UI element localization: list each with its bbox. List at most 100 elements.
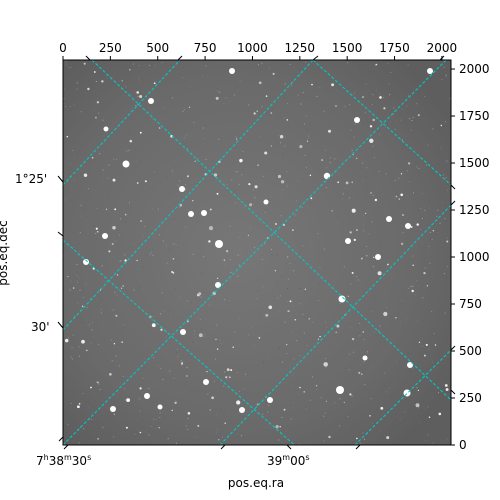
star — [140, 220, 142, 222]
noise-speckle — [133, 63, 134, 65]
star — [103, 126, 109, 132]
noise-speckle — [207, 393, 209, 395]
noise-speckle — [225, 97, 227, 99]
noise-speckle — [440, 146, 442, 148]
star — [247, 234, 250, 236]
noise-speckle — [445, 121, 446, 123]
noise-speckle — [422, 345, 424, 347]
noise-speckle — [135, 174, 136, 176]
star — [355, 229, 358, 231]
world-tick-mark — [57, 321, 64, 329]
noise-speckle — [101, 265, 103, 267]
noise-speckle — [243, 388, 245, 390]
star — [157, 404, 163, 410]
noise-speckle — [294, 227, 296, 229]
noise-speckle — [209, 304, 210, 306]
noise-speckle — [79, 277, 81, 279]
noise-speckle — [315, 347, 317, 349]
noise-speckle — [401, 139, 403, 141]
noise-speckle — [144, 226, 146, 227]
star — [83, 62, 86, 65]
noise-speckle — [113, 436, 115, 438]
star — [160, 328, 163, 331]
star — [418, 341, 421, 343]
star — [416, 223, 419, 226]
noise-speckle — [377, 217, 379, 219]
noise-speckle — [403, 72, 405, 74]
noise-speckle — [416, 166, 418, 168]
noise-speckle — [423, 355, 425, 357]
star — [209, 208, 212, 211]
y-tick-label: 1000 — [459, 250, 490, 264]
noise-speckle — [104, 194, 106, 196]
star — [343, 401, 345, 404]
noise-speckle — [406, 170, 408, 172]
noise-speckle — [186, 148, 188, 150]
noise-speckle — [218, 350, 220, 352]
noise-speckle — [287, 278, 289, 280]
noise-speckle — [220, 342, 222, 344]
noise-speckle — [439, 222, 441, 224]
noise-speckle — [292, 219, 294, 221]
noise-speckle — [405, 178, 407, 180]
star — [283, 408, 286, 411]
noise-speckle — [204, 334, 206, 336]
noise-speckle — [133, 195, 134, 196]
world-tick-mark — [177, 55, 183, 61]
noise-speckle — [381, 207, 383, 209]
noise-speckle — [327, 190, 329, 192]
star — [215, 338, 217, 341]
star — [83, 259, 89, 265]
noise-speckle — [363, 215, 364, 217]
noise-speckle — [238, 345, 240, 347]
noise-speckle — [365, 341, 367, 343]
noise-speckle — [90, 298, 92, 300]
noise-speckle — [122, 376, 124, 377]
star — [96, 101, 100, 104]
noise-speckle — [441, 79, 443, 81]
noise-speckle — [302, 314, 304, 316]
noise-speckle — [363, 339, 365, 341]
noise-speckle — [261, 105, 263, 107]
star — [407, 162, 411, 165]
noise-speckle — [286, 171, 288, 172]
noise-speckle — [389, 82, 391, 84]
star — [265, 95, 268, 97]
noise-speckle — [432, 128, 434, 130]
star — [349, 393, 352, 396]
noise-speckle — [114, 240, 116, 242]
star — [122, 285, 124, 287]
noise-speckle — [185, 184, 186, 186]
noise-speckle — [447, 439, 449, 441]
noise-speckle — [297, 107, 298, 109]
noise-speckle — [202, 75, 203, 76]
noise-speckle — [70, 280, 72, 282]
star — [148, 98, 154, 104]
noise-speckle — [291, 331, 293, 333]
noise-speckle — [181, 261, 183, 263]
noise-speckle — [282, 361, 283, 363]
noise-speckle — [238, 183, 240, 185]
noise-speckle — [63, 98, 65, 100]
noise-speckle — [237, 372, 239, 374]
world-tick-mark — [439, 55, 445, 61]
noise-speckle — [86, 307, 88, 309]
noise-speckle — [279, 430, 281, 432]
noise-speckle — [284, 145, 286, 147]
noise-speckle — [194, 155, 195, 157]
noise-speckle — [374, 157, 375, 159]
noise-speckle — [116, 159, 118, 160]
noise-speckle — [214, 313, 216, 315]
star — [411, 289, 414, 293]
noise-speckle — [277, 262, 279, 264]
star — [386, 436, 390, 440]
noise-speckle — [420, 207, 422, 209]
noise-speckle — [242, 151, 244, 153]
noise-speckle — [261, 106, 263, 108]
star — [136, 182, 139, 184]
noise-speckle — [124, 254, 126, 256]
noise-speckle — [99, 389, 101, 390]
y-tick-label: 1750 — [459, 109, 490, 123]
noise-speckle — [370, 86, 372, 88]
grid-line — [63, 60, 447, 445]
